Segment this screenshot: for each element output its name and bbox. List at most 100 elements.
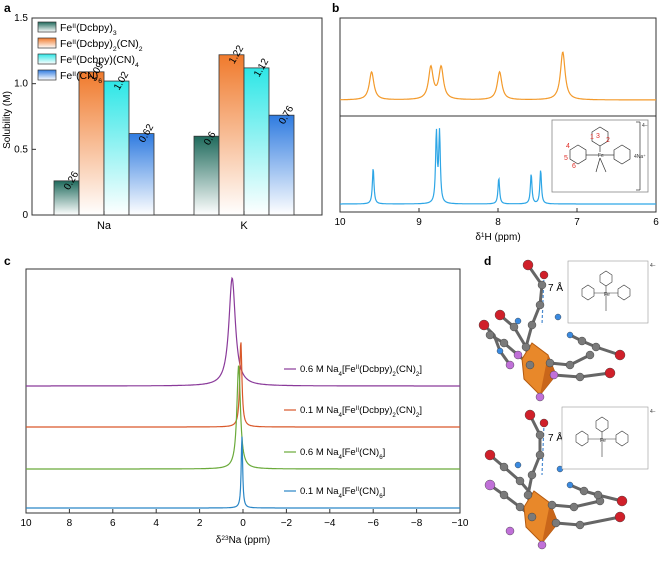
atom [539, 270, 549, 280]
panel-c: c 0.6 M Na4[FeII(Dcbpy)2(CN)2] 0.1 M Na4[… [4, 255, 469, 547]
plot-frame [31, 17, 323, 216]
molecule-model-bottom: 7 Å Fe 4− [484, 406, 656, 550]
x-tick-label: 2 [197, 518, 203, 529]
atom [585, 350, 595, 360]
bar [103, 80, 130, 216]
distance-label-top: 7 Å [548, 281, 563, 294]
x-tick-label: 10 [20, 518, 32, 529]
structure-metal: Fe [598, 153, 604, 159]
atom [593, 490, 603, 500]
x-tick-label: 7 [574, 217, 580, 228]
legend-entry: FeII(Dcbpy)3 [60, 22, 117, 37]
panel-c-label: c [4, 255, 11, 268]
structure-number-5: 5 [564, 155, 568, 162]
x-tick-label: 0 [240, 518, 246, 529]
top-model-charge: 4− [650, 263, 656, 269]
panel-d: d 7 Å Fe 4− [478, 255, 656, 550]
bar [218, 54, 245, 216]
atom [523, 490, 533, 500]
structure-number-3: 3 [596, 133, 600, 140]
bar [268, 114, 295, 216]
y-tick-label: 1.0 [14, 79, 28, 90]
atom [554, 313, 562, 321]
y-tick-label: 0.5 [14, 144, 28, 155]
atom [535, 392, 545, 402]
bar-chart-plot: 00.51.01.50.261.09 1.020.62Na0.61.221.120… [14, 13, 323, 232]
atom [505, 360, 515, 370]
atom [551, 518, 561, 528]
atom [616, 495, 628, 507]
atom [485, 330, 495, 340]
atom [515, 502, 525, 512]
atom [614, 511, 626, 523]
atom [494, 309, 506, 321]
bar-chart-legend: FeII(Dcbpy)3FeII(Dcbpy)2(CN)2FeII(Dcbpy)… [37, 21, 143, 85]
legend-swatch [37, 53, 57, 65]
x-category-label: Na [97, 220, 112, 232]
atom [499, 490, 509, 500]
nmr-23na-plot: 0.6 M Na4[FeII(Dcbpy)2(CN)2] 0.1 M Na4[Fe… [20, 268, 469, 547]
atom [484, 479, 496, 491]
x-tick-label: 4 [153, 518, 159, 529]
y-tick-label: 0 [22, 210, 28, 221]
legend-swatch [37, 37, 57, 49]
atom [484, 449, 496, 461]
legend-entry: FeII(CN)6 [60, 70, 102, 85]
atom [566, 331, 574, 339]
x-tick-label: 10 [334, 217, 346, 228]
atom [527, 320, 537, 330]
molecule-model-top: 7 Å Fe 4− [478, 259, 656, 402]
bar [78, 71, 105, 216]
legend-entry: 0.6 M Na4[FeII(CN)6] [300, 447, 385, 461]
atom [535, 450, 545, 460]
legend-swatch [37, 21, 57, 33]
legend-entry: 0.1 M Na4[FeII(Dcbpy)2(CN)2] [300, 405, 422, 419]
structure-number-6: 6 [572, 163, 576, 170]
atom [569, 502, 579, 512]
top-model-metal: Fe [604, 292, 610, 298]
x-tick-label: −4 [324, 518, 336, 529]
y-axis-label: Solubility (M) [2, 91, 13, 149]
x-category-label: K [240, 220, 248, 232]
atom [499, 462, 509, 472]
atom [566, 481, 574, 489]
atom [505, 526, 515, 536]
atom [478, 319, 490, 331]
x-tick-label: −2 [281, 518, 293, 529]
atom [537, 540, 547, 550]
legend-swatch [37, 69, 57, 81]
bottom-model-metal: Fe [600, 438, 606, 444]
atom [539, 418, 549, 428]
atom [579, 486, 589, 496]
x-axis-label: δ23Na (ppm) [216, 535, 271, 547]
atom [535, 430, 545, 440]
atom [514, 461, 522, 469]
atom [527, 470, 537, 480]
molecule-structure-inset: Fe 4− 4Na⁺ 1 2 3 4 5 6 [551, 119, 649, 193]
x-tick-label: 8 [495, 217, 501, 228]
atom [535, 300, 545, 310]
bar [243, 67, 270, 216]
legend-entry: FeII(Dcbpy)(CN)4 [60, 54, 139, 69]
atom [614, 349, 626, 361]
atom [565, 360, 575, 370]
structure-number-4: 4 [566, 143, 570, 150]
panel-b: b 10 9 8 7 6 δ1H (ppm) Fe 4− 4Na⁺ 1 2 3 4 5 6 [332, 1, 659, 244]
structure-number-1: 1 [590, 134, 594, 141]
legend-entry: 0.6 M Na4[FeII(Dcbpy)2(CN)2] [300, 364, 422, 378]
atom [499, 338, 509, 348]
distance-label-bottom: 7 Å [548, 431, 563, 444]
atom [575, 372, 585, 382]
atom [604, 367, 616, 379]
atom [524, 409, 536, 421]
x-axis-label: δ1H (ppm) [475, 232, 520, 244]
atom [527, 512, 537, 522]
x-tick-label: 8 [67, 518, 73, 529]
panel-b-label: b [332, 1, 339, 15]
atom [537, 280, 547, 290]
bar [193, 135, 220, 216]
x-tick-label: −6 [367, 518, 379, 529]
bottom-model-charge: 4− [650, 409, 656, 415]
nmr-23na-trace [26, 276, 460, 387]
nmr-23na-trace [26, 365, 460, 470]
